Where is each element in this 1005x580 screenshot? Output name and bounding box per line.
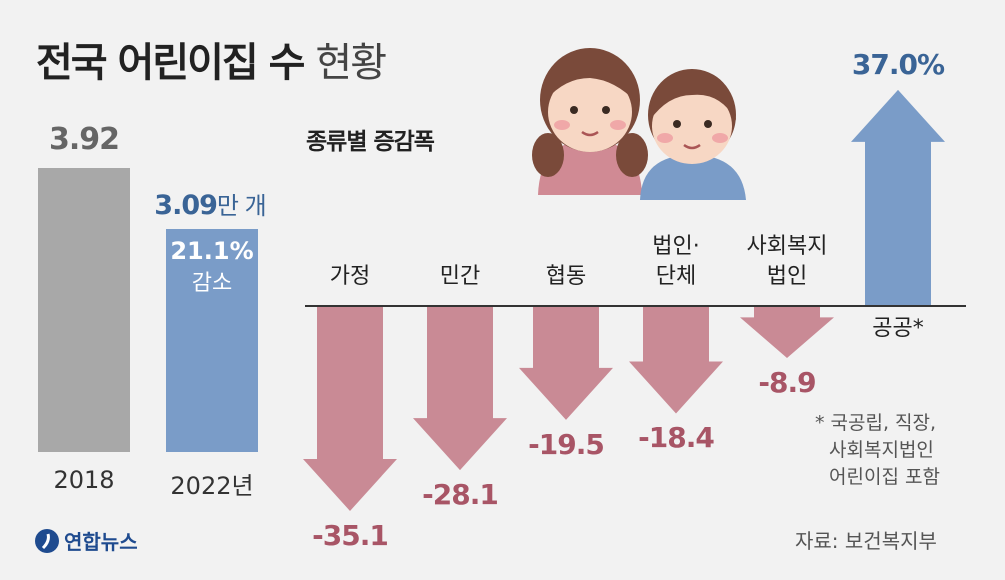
category-label-line: 법인 <box>766 264 808 289</box>
value-label: 37.0% <box>851 47 945 81</box>
title-bold: 전국 어린이집 수 <box>36 40 305 86</box>
footnote-line: * 국공립, 직장, <box>815 412 937 434</box>
value-label: -28.1 <box>422 478 499 512</box>
value-label: -8.9 <box>758 365 816 399</box>
girl-icon <box>532 48 648 195</box>
boy-icon <box>640 69 746 200</box>
value-label: -35.1 <box>312 518 389 552</box>
change-word: 감소 <box>191 271 233 296</box>
arrow-bar <box>519 306 613 420</box>
bar-2018 <box>38 168 130 452</box>
change-percent: 21.1% <box>170 237 254 265</box>
value-2018: 3.92 <box>48 122 120 157</box>
value-2022: 3.09만 개 <box>140 186 280 221</box>
bar-2022: 21.1% 감소 <box>166 229 258 452</box>
category-label-line: 가정 <box>329 264 371 289</box>
category-label: 법인· 단체 <box>621 232 731 292</box>
footnote: * 국공립, 직장, 사회복지법인 어린이집 포함 <box>815 410 940 491</box>
children-illustration <box>532 48 746 200</box>
yonhap-logo-icon <box>35 528 59 553</box>
logo-text: 연합뉴스 <box>64 530 138 554</box>
category-label: 민간 <box>405 262 515 292</box>
value-label: -18.4 <box>638 421 715 455</box>
value-2022-number: 3.09 <box>154 190 218 221</box>
arrow-bar <box>851 89 945 306</box>
arrow-bar <box>413 306 507 471</box>
category-label-line: 법인· <box>652 234 700 259</box>
category-label-line: 협동 <box>545 264 587 289</box>
arrow-bar <box>629 306 723 414</box>
title-light: 현황 <box>315 40 387 86</box>
category-label-line: 단체 <box>655 264 697 289</box>
year-2022: 2022년 <box>170 472 254 500</box>
footnote-line: 어린이집 포함 <box>829 466 940 488</box>
chart-title: 종류별 증감폭 <box>306 129 435 155</box>
category-label: 협동 <box>511 262 621 292</box>
category-label-line: 사회복지 <box>746 234 828 259</box>
logo: 연합뉴스 <box>34 526 138 555</box>
category-label: 공공* <box>843 314 953 344</box>
page-title: 전국 어린이집 수 현황 <box>36 30 387 88</box>
category-label-line: 민간 <box>439 264 481 289</box>
value-unit: 만 개 <box>216 192 267 220</box>
value-label: -19.5 <box>528 427 605 461</box>
year-2018: 2018 <box>53 466 115 494</box>
arrow-bar <box>740 306 834 358</box>
category-label: 가정 <box>295 262 405 292</box>
source: 자료: 보건복지부 <box>795 529 937 553</box>
footnote-line: 사회복지법인 <box>829 439 934 461</box>
category-label-line: 공공* <box>872 316 924 341</box>
arrow-bar <box>303 306 397 511</box>
